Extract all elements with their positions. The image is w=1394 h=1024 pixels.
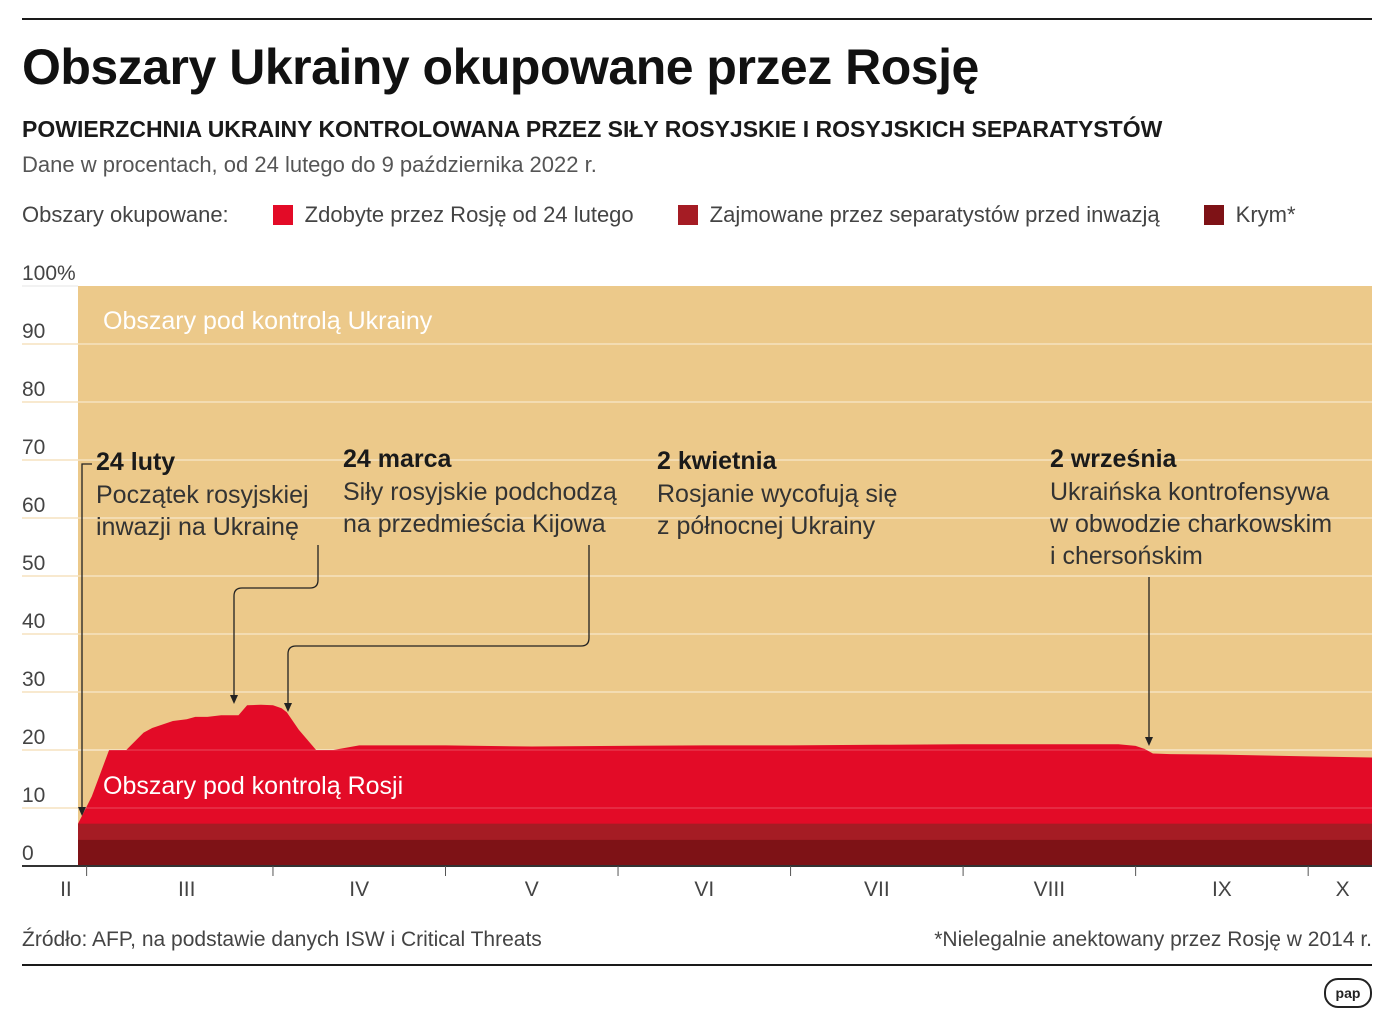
y-tick-label: 50	[22, 552, 45, 575]
legend-item-label: Zdobyte przez Rosję od 24 lutego	[304, 202, 634, 227]
page-title: Obszary Ukrainy okupowane przez Rosję	[22, 39, 979, 95]
annotation-text: i chersońskim	[1050, 542, 1203, 570]
y-tick-label: 70	[22, 436, 45, 459]
legend-swatch-separatists	[677, 205, 698, 225]
legend: Obszary okupowane: Zdobyte przez Rosję o…	[22, 202, 1296, 228]
annotation-text: Początek rosyjskiej	[96, 481, 309, 509]
x-tick-label: VIII	[1034, 878, 1066, 901]
x-tick-label: VII	[864, 878, 890, 901]
annotation-arrowhead	[1145, 737, 1153, 746]
y-tick-label: 20	[22, 726, 45, 749]
x-tick-label: IX	[1212, 878, 1232, 901]
legend-item-crimea: Krym*	[1203, 202, 1296, 228]
annotation-date: 2 kwietnia	[657, 447, 778, 475]
legend-swatch-crimea	[1203, 205, 1224, 225]
annotation-arrowhead	[78, 807, 86, 816]
source-note: Źródło: AFP, na podstawie danych ISW i C…	[22, 928, 542, 951]
y-tick-label: 60	[22, 494, 45, 517]
annotation: 24 marca Siły rosyjskie podchodzą na przed…	[343, 445, 617, 538]
y-tick-label: 10	[22, 784, 45, 807]
annotation-leader-line	[233, 545, 319, 697]
bottom-rule	[22, 964, 1372, 966]
legend-item-separatists: Zajmowane przez separatystów przed inwaz…	[677, 202, 1160, 228]
legend-swatch-captured	[272, 205, 293, 225]
x-tick-label: IV	[349, 878, 369, 901]
x-tick-label: VI	[694, 878, 714, 901]
annotation-arrowhead	[284, 703, 292, 712]
x-tick-label: II	[60, 878, 72, 901]
y-tick-label: 30	[22, 668, 45, 691]
x-tick-label: III	[178, 878, 196, 901]
annotation-arrowhead	[230, 695, 238, 704]
y-tick-label: 100%	[22, 262, 76, 285]
legend-label: Obszary okupowane:	[22, 202, 229, 227]
annotation: 2 kwietnia Rosjanie wycofują się z północn…	[657, 447, 897, 540]
annotation-text: inwazji na Ukrainę	[96, 513, 299, 541]
annotation-text: Rosjanie wycofują się	[657, 480, 897, 508]
annotation-text: w obwodzie charkowskim	[1049, 510, 1332, 538]
annotation-date: 24 marca	[343, 445, 453, 473]
page-subtitle: POWIERZCHNIA UKRAINY KONTROLOWANA PRZEZ …	[22, 116, 1163, 142]
annotation-text: Ukraińska kontrofensywa	[1050, 478, 1329, 506]
annotation-leader-line	[81, 463, 92, 808]
top-rule	[22, 18, 1372, 20]
series-area-crimea	[78, 839, 1372, 866]
x-tick-label: V	[525, 878, 539, 901]
annotation-text: na przedmieścia Kijowa	[343, 510, 606, 538]
pap-logo: pap	[1324, 978, 1372, 1008]
annotation-text: Siły rosyjskie podchodzą	[343, 478, 617, 506]
page-description: Dane w procentach, od 24 lutego do 9 paź…	[22, 152, 597, 177]
y-tick-label: 80	[22, 378, 45, 401]
legend-item-label: Krym*	[1235, 202, 1296, 227]
annotation-leader-line	[287, 545, 590, 705]
region-label-ukraine: Obszary pod kontrolą Ukrainy	[103, 307, 433, 335]
annotation: 2 września Ukraińska kontrofensywa w obwod…	[1049, 445, 1332, 570]
y-tick-label: 90	[22, 320, 45, 343]
y-tick-label: 0	[22, 842, 34, 865]
y-tick-label: 40	[22, 610, 45, 633]
legend-item-captured: Zdobyte przez Rosję od 24 lutego	[272, 202, 634, 228]
region-label-russia: Obszary pod kontrolą Rosji	[103, 772, 403, 800]
annotation-date: 2 września	[1050, 445, 1178, 473]
annotation: 24 luty Początek rosyjskiej inwazji na Ukr…	[96, 448, 309, 541]
annotation-date: 24 luty	[96, 448, 175, 476]
x-tick-label: X	[1336, 878, 1350, 901]
annotation-text: z północnej Ukrainy	[657, 512, 876, 540]
legend-item-label: Zajmowane przez separatystów przed inwaz…	[709, 202, 1160, 227]
footnote: *Nielegalnie anektowany przez Rosję w 20…	[934, 928, 1372, 951]
